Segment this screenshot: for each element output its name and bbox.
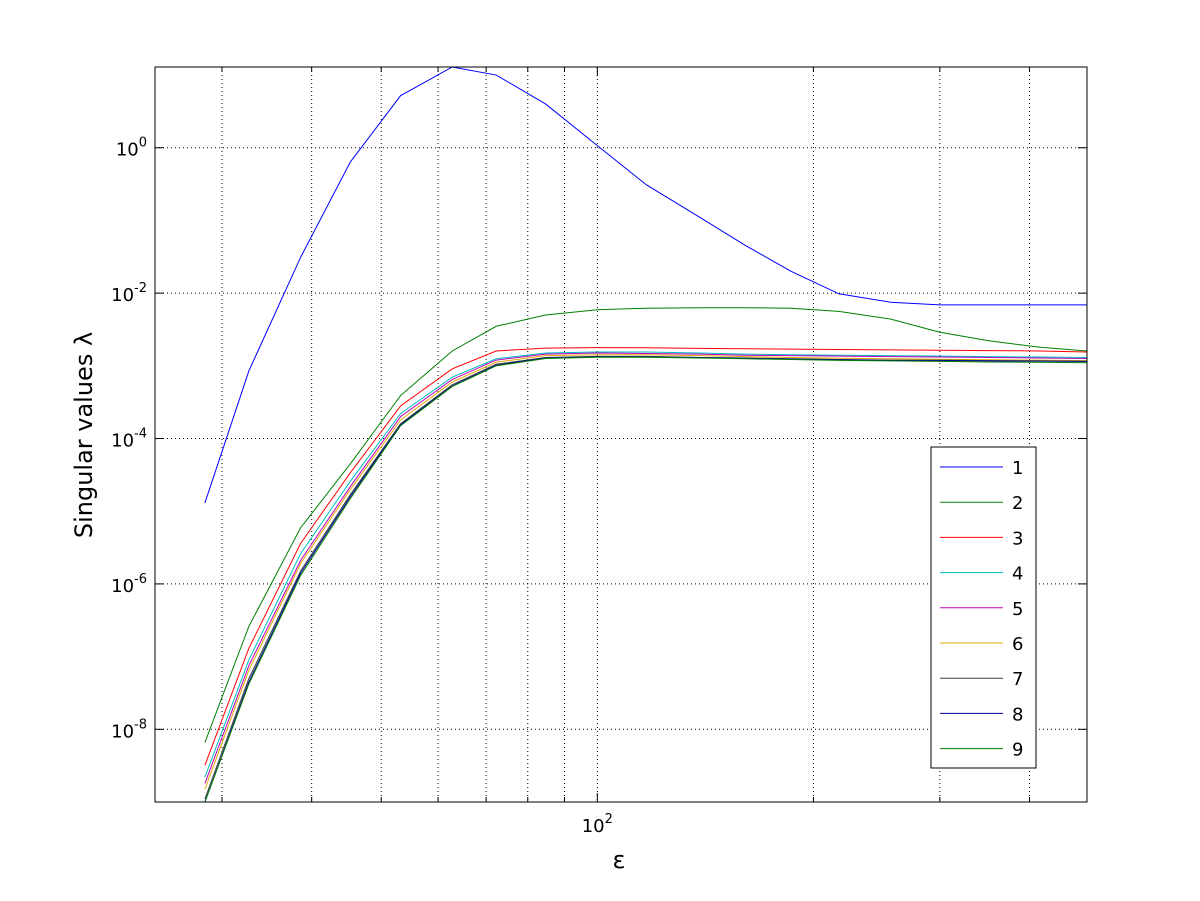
- legend-label: 8: [1012, 704, 1023, 725]
- axes-box: [154, 66, 1088, 803]
- tick-label: 10-2: [111, 281, 147, 306]
- y-axis-label: Singular values λ: [70, 332, 98, 538]
- series-line: [204, 352, 1087, 784]
- legend-label: 9: [1012, 740, 1023, 761]
- series-line: [204, 347, 1087, 766]
- ticks: 10-8 10-6 10-4 10-2 100 102: [111, 67, 1087, 837]
- x-axis-label: ε: [613, 846, 626, 874]
- legend-label: 6: [1012, 634, 1023, 655]
- series-line: [204, 356, 1087, 802]
- series-line: [204, 354, 1087, 790]
- lines: [204, 67, 1087, 802]
- legend-label: 5: [1012, 599, 1023, 620]
- legend-label: 1: [1012, 458, 1023, 479]
- legend-label: 7: [1012, 669, 1023, 690]
- tick-label: 102: [582, 812, 613, 837]
- tick-label: 10-8: [111, 717, 147, 742]
- legend-label: 4: [1012, 564, 1023, 585]
- series-line: [204, 67, 1087, 504]
- tick-label: 100: [116, 136, 147, 161]
- series-line: [204, 351, 1087, 778]
- legend-label: 3: [1012, 528, 1023, 549]
- legend: 1 2 3 4 5 6 7 8 9: [940, 458, 1023, 761]
- legend-label: 2: [1012, 493, 1023, 514]
- series-line: [204, 307, 1087, 743]
- tick-label: 10-4: [111, 427, 147, 452]
- tick-label: 10-6: [111, 572, 147, 597]
